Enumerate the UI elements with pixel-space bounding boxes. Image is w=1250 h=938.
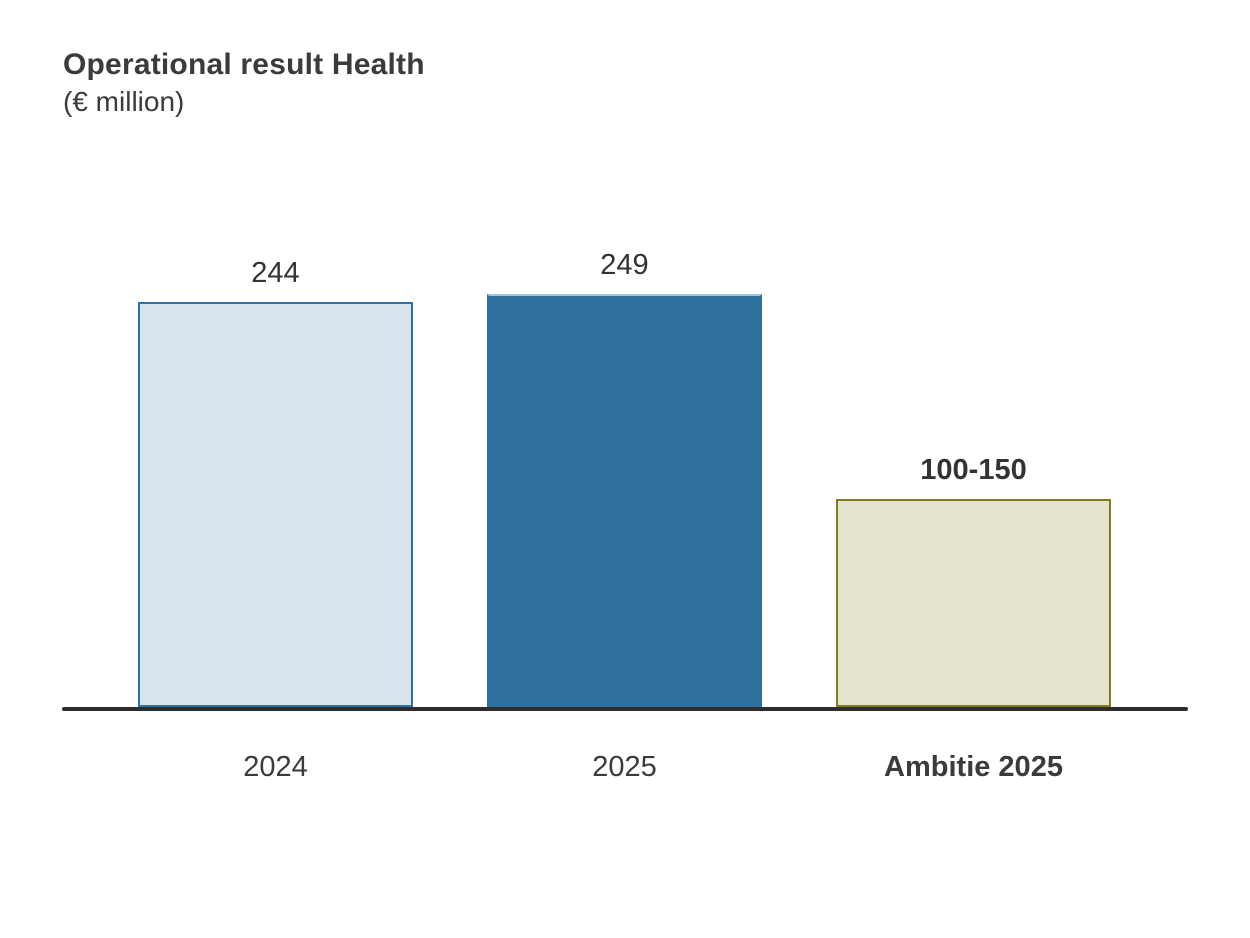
chart-subtitle: (€ million) <box>63 85 185 117</box>
chart-header: Operational result Health (€ million) <box>63 48 425 120</box>
category-label-2024: 2024 <box>243 751 308 783</box>
category-label-ambitie-2025: Ambitie 2025 <box>884 751 1063 783</box>
bar-2025-value-label: 249 <box>600 249 649 281</box>
bar-2024: 244 <box>138 257 413 707</box>
x-axis-line <box>62 707 1188 711</box>
category-label-2025: 2025 <box>592 751 657 783</box>
bar-ambitie-2025-value-label: 100-150 <box>920 454 1027 486</box>
bar-2025: 249 <box>487 249 762 707</box>
chart-title: Operational result Health <box>63 48 425 81</box>
bar-2024-value-label: 244 <box>251 257 300 289</box>
bar-ambitie-2025: 100-150 <box>836 454 1111 707</box>
